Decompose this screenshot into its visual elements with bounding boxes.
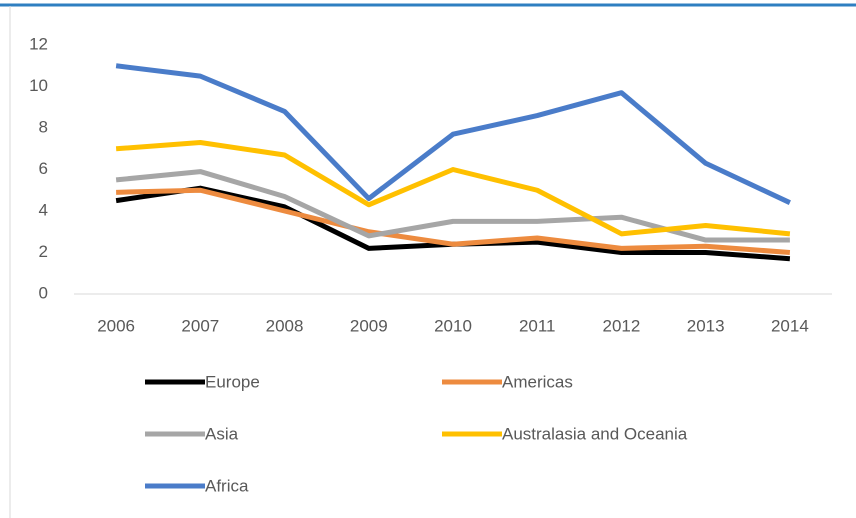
x-tick-label: 2012 bbox=[603, 316, 641, 335]
x-tick-label: 2011 bbox=[519, 316, 556, 335]
series-line bbox=[116, 187, 791, 255]
y-tick-label: 0 bbox=[39, 283, 48, 302]
x-tick-label: 2008 bbox=[266, 316, 304, 335]
legend-label: Europe bbox=[205, 372, 260, 391]
y-tick-label: 8 bbox=[39, 117, 48, 136]
legend-label: Australasia and Oceania bbox=[502, 424, 688, 443]
y-tick-label: 12 bbox=[29, 34, 48, 53]
series-line bbox=[115, 169, 790, 243]
x-tick-label: 2010 bbox=[434, 316, 472, 335]
x-tick-label: 2007 bbox=[181, 316, 219, 335]
x-tick-label: 2009 bbox=[350, 316, 388, 335]
legend-label: Americas bbox=[502, 372, 573, 391]
x-tick-label: 2006 bbox=[97, 316, 135, 335]
y-tick-label: 10 bbox=[29, 76, 48, 95]
x-tick-label: 2014 bbox=[771, 316, 809, 335]
y-tick-label: 2 bbox=[39, 242, 48, 261]
series-line bbox=[115, 63, 791, 205]
series-line bbox=[115, 140, 791, 237]
legend-label: Asia bbox=[205, 424, 239, 443]
y-tick-label: 6 bbox=[39, 159, 48, 178]
x-tick-label: 2013 bbox=[687, 316, 725, 335]
y-tick-label: 4 bbox=[39, 200, 48, 219]
legend-label: Africa bbox=[205, 476, 249, 495]
